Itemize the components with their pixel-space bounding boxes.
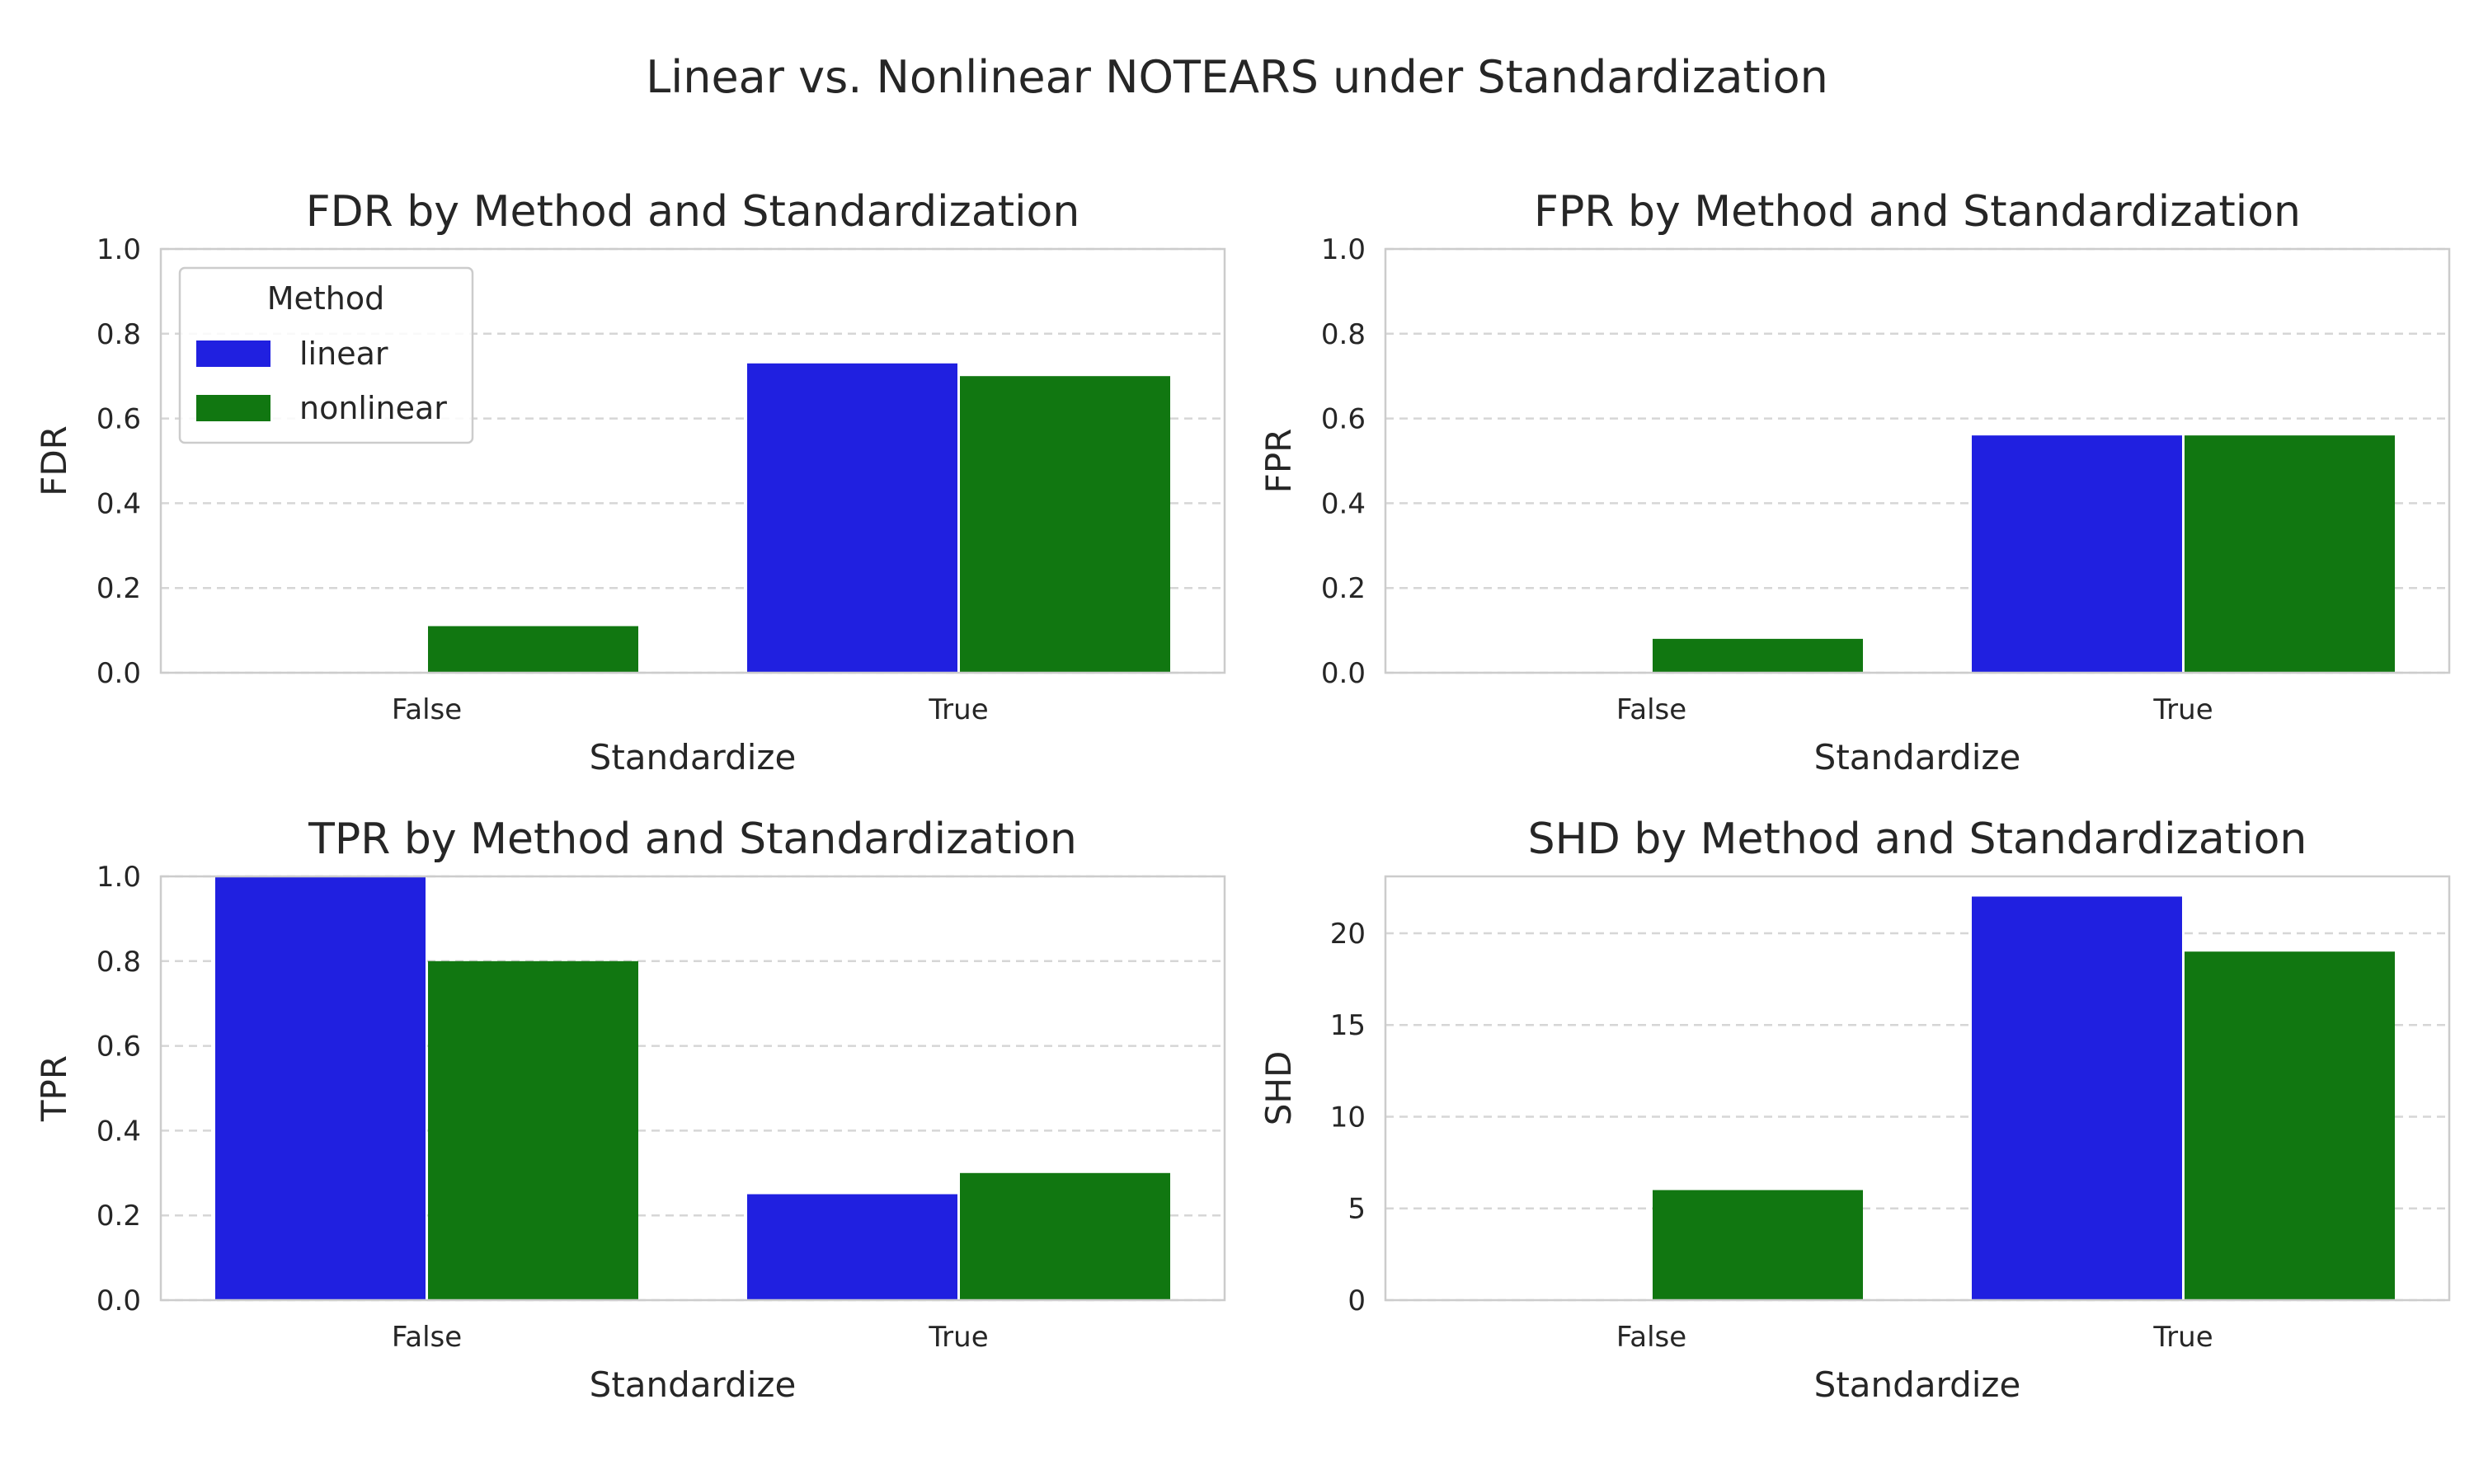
x-tick-label: True: [928, 693, 988, 726]
x-tick-label: True: [2152, 693, 2213, 726]
legend-label-linear: linear: [299, 336, 388, 372]
bar-nonlinear-false: [1653, 1190, 1863, 1300]
y-tick-label: 0.8: [96, 318, 141, 351]
bar-linear-true: [747, 1194, 957, 1300]
y-tick-label: 0.6: [96, 1031, 141, 1064]
y-tick-label: 15: [1330, 1009, 1366, 1042]
figure-suptitle: Linear vs. Nonlinear NOTEARS under Stand…: [646, 51, 1828, 103]
y-tick-label: 5: [1348, 1193, 1366, 1226]
y-tick-label: 0.6: [96, 403, 141, 436]
x-axis-label: Standardize: [1814, 737, 2021, 777]
bar-nonlinear-false: [1653, 638, 1863, 673]
y-tick-label: 0.8: [96, 946, 141, 979]
y-tick-label: 20: [1330, 918, 1366, 951]
x-tick-label: True: [928, 1321, 988, 1354]
y-tick-label: 1.0: [1321, 233, 1366, 266]
plot-frame: [159, 875, 1226, 1302]
legend-swatch-linear: [196, 340, 270, 367]
bar-nonlinear-true: [2185, 435, 2395, 673]
x-tick-label: True: [2152, 1321, 2213, 1354]
y-tick-label: 0.4: [1321, 487, 1366, 520]
y-axis-label: TPR: [34, 1055, 74, 1122]
x-tick-label: False: [392, 1321, 462, 1354]
x-axis-label: Standardize: [590, 1364, 797, 1405]
x-tick-label: False: [392, 693, 462, 726]
bar-linear-false: [215, 876, 426, 1300]
legend-swatch-nonlinear: [196, 395, 270, 421]
plot-frame: [1384, 247, 2451, 674]
chart-panel-2: 0.0 0.2 0.4 0.6 0.8 1.0 False True FPR by Method…: [1258, 187, 2451, 777]
y-tick-label: 0.2: [1321, 572, 1366, 605]
chart-title: SHD by Method and Standardization: [1528, 815, 2307, 864]
chart-panels: 0.0 0.2 0.4 0.6 0.8 1.0 False True FDR by Method…: [34, 187, 2451, 1405]
bar-nonlinear-true: [960, 376, 1170, 673]
bar-nonlinear-false: [428, 960, 638, 1300]
y-tick-label: 0.6: [1321, 403, 1366, 436]
y-axis-label: SHD: [1258, 1051, 1299, 1126]
chart-panel-3: 0.0 0.2 0.4 0.6 0.8 1.0 False True TPR by Method…: [34, 815, 1226, 1405]
y-tick-label: 0.2: [96, 572, 141, 605]
bar-linear-true: [1972, 435, 2182, 673]
x-tick-label: False: [1616, 1321, 1686, 1354]
chart-title: TPR by Method and Standardization: [308, 815, 1077, 864]
chart-title: FDR by Method and Standardization: [306, 187, 1080, 237]
y-tick-label: 0: [1348, 1284, 1366, 1317]
legend-label-nonlinear: nonlinear: [299, 390, 447, 426]
plot-frame: [159, 247, 1226, 674]
y-axis-label: FPR: [1258, 429, 1299, 494]
y-tick-label: 0.0: [1321, 657, 1366, 690]
y-tick-label: 0.8: [1321, 318, 1366, 351]
y-tick-label: 1.0: [96, 233, 141, 266]
y-tick-label: 0.0: [96, 1284, 141, 1317]
legend: Method linear nonlinear: [178, 266, 474, 444]
y-tick-label: 0.4: [96, 1115, 141, 1148]
chart-panel-4: 0 5 10 15 20 False True SHD by Method and Stand…: [1258, 815, 2451, 1405]
x-axis-label: Standardize: [1814, 1364, 2021, 1405]
bar-nonlinear-false: [428, 626, 638, 673]
bar-nonlinear-true: [2185, 951, 2395, 1300]
bar-linear-true: [747, 363, 957, 673]
y-tick-label: 0.4: [96, 487, 141, 520]
y-tick-label: 1.0: [96, 861, 141, 894]
x-tick-label: False: [1616, 693, 1686, 726]
bar-linear-true: [1972, 896, 2182, 1300]
plot-frame: [1384, 875, 2451, 1302]
bar-nonlinear-true: [960, 1172, 1170, 1300]
y-tick-label: 0.2: [96, 1200, 141, 1233]
x-axis-label: Standardize: [590, 737, 797, 777]
y-axis-label: FDR: [34, 425, 74, 496]
chart-panel-1: 0.0 0.2 0.4 0.6 0.8 1.0 False True FDR by Method…: [34, 187, 1226, 777]
legend-title: Method: [267, 280, 385, 317]
y-tick-label: 0.0: [96, 657, 141, 690]
chart-title: FPR by Method and Standardization: [1534, 187, 2301, 237]
y-tick-label: 10: [1330, 1101, 1366, 1134]
